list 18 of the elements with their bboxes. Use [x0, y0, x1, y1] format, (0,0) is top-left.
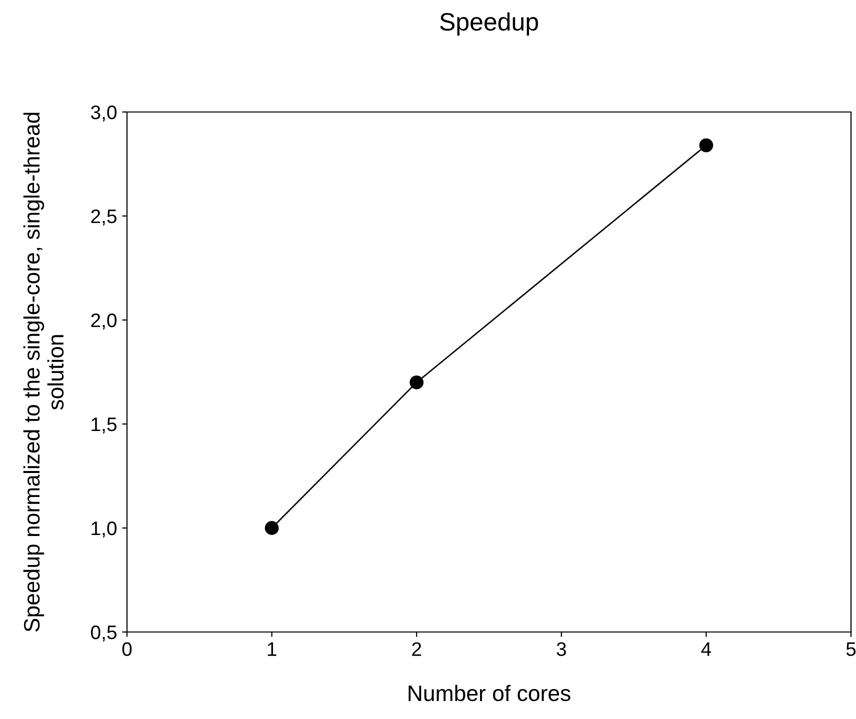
y-tick-label: 1,5	[92, 418, 116, 434]
x-tick-label: 4	[701, 642, 712, 656]
point	[699, 138, 714, 152]
y-tick-label: 3,0	[90, 105, 117, 122]
point	[264, 521, 279, 535]
y-tick-label: 0,5	[91, 625, 116, 642]
y-tick-label: 2,0	[91, 313, 117, 330]
y-tick-label: 2,5	[91, 209, 116, 226]
x-tick-label: 5	[846, 642, 856, 656]
y-axis-title: Speedup normalized to the single-core, single-thread solution	[23, 112, 64, 632]
x-axis-title: Number of cores	[408, 684, 570, 702]
y-tick-label: 1,0	[92, 521, 117, 538]
x-tick-label: 3	[556, 642, 566, 656]
x-tick-label: 2	[412, 642, 422, 656]
x-tick-label: 0	[122, 642, 132, 656]
chart-title: Speedup	[440, 12, 538, 36]
x-tick-label: 1	[268, 642, 276, 656]
point	[410, 375, 424, 390]
